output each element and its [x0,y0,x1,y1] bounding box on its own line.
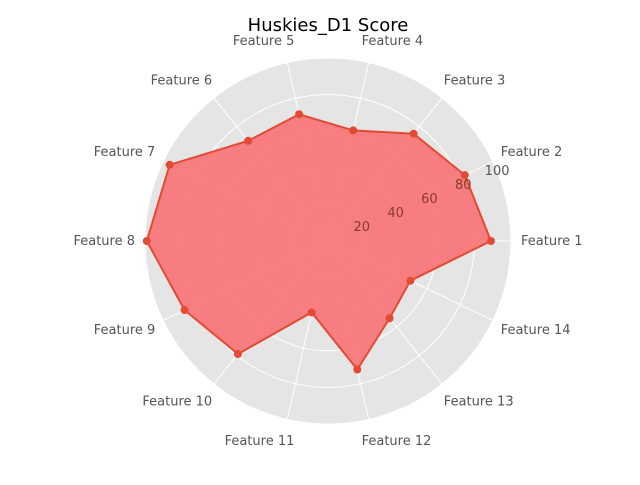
category-label-14: Feature 14 [501,323,571,338]
category-labels: Feature 1 Feature 2 Feature 3 Feature 4 Feat… [73,34,582,449]
data-point-14 [406,276,415,285]
series-area [146,114,491,370]
data-point-3 [409,129,418,138]
chart-title: Huskies_D1 Score [248,15,409,36]
data-point-9 [180,306,189,315]
data-point-7 [165,160,174,169]
radial-tick-labels: 20 40 60 80 100 [354,164,510,235]
category-label-1: Feature 1 [521,234,583,249]
category-label-6: Feature 6 [151,74,213,89]
r-tick-label-100: 100 [485,164,510,179]
category-label-7: Feature 7 [94,145,156,160]
r-tick-label-40: 40 [387,206,404,221]
category-label-2: Feature 2 [501,145,563,160]
category-label-8: Feature 8 [73,234,135,249]
r-tick-label-60: 60 [421,192,438,207]
data-point-13 [385,314,394,323]
category-label-3: Feature 3 [444,74,506,89]
category-label-10: Feature 10 [142,394,212,409]
data-point-6 [244,136,253,145]
r-tick-label-80: 80 [455,178,472,193]
data-point-2 [460,171,469,180]
category-label-4: Feature 4 [362,34,424,49]
category-label-13: Feature 13 [444,394,514,409]
data-point-12 [353,365,362,374]
data-point-4 [349,126,358,135]
category-label-9: Feature 9 [94,323,156,338]
data-point-8 [142,237,151,245]
data-point-5 [295,110,304,119]
data-point-1 [486,237,495,245]
r-tick-label-20: 20 [354,220,371,235]
category-label-5: Feature 5 [233,34,295,49]
category-label-11: Feature 11 [225,434,295,449]
category-label-12: Feature 12 [362,434,432,449]
series-layer [142,110,495,374]
data-point-10 [233,350,242,358]
data-point-11 [307,308,316,317]
